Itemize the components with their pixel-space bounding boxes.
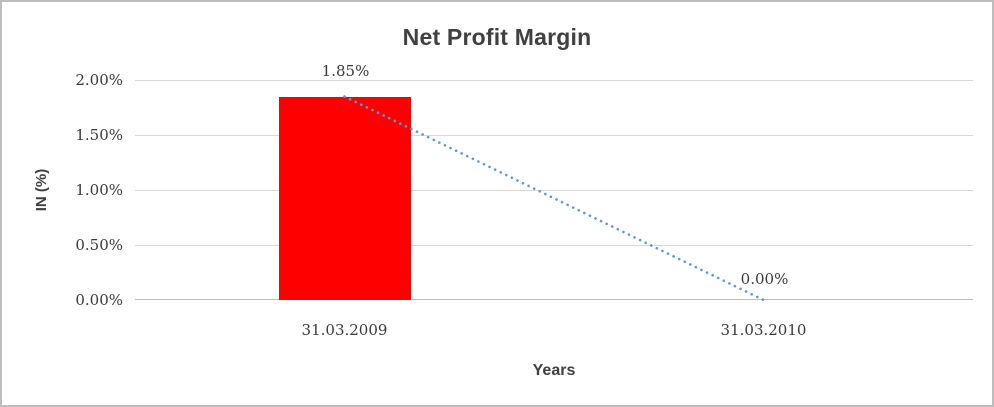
- y-tick-label: 1.50%: [75, 126, 123, 144]
- y-tick-label: 2.00%: [75, 71, 123, 89]
- y-tick-label: 1.00%: [75, 181, 123, 199]
- x-category-label: 31.03.2009: [301, 321, 388, 339]
- data-label-31.03.2010: 0.00%: [740, 270, 789, 288]
- y-tick-label: 0.50%: [75, 236, 123, 254]
- x-category-label: 31.03.2010: [720, 321, 807, 339]
- trendline[interactable]: [135, 80, 973, 302]
- gridline: [135, 80, 973, 81]
- gridline: [135, 245, 973, 246]
- y-axis-title: IN (%): [33, 168, 50, 212]
- bar-31.03.2009[interactable]: [278, 96, 411, 300]
- y-tick-label: 0.00%: [75, 291, 123, 309]
- chart-title: Net Profit Margin: [402, 24, 592, 50]
- data-label-31.03.2009: 1.85%: [321, 61, 370, 80]
- gridline: [135, 190, 973, 191]
- x-axis-title: Years: [532, 362, 576, 379]
- gridline: [135, 135, 973, 136]
- x-axis-line: [135, 299, 973, 300]
- plot-area: [135, 80, 973, 302]
